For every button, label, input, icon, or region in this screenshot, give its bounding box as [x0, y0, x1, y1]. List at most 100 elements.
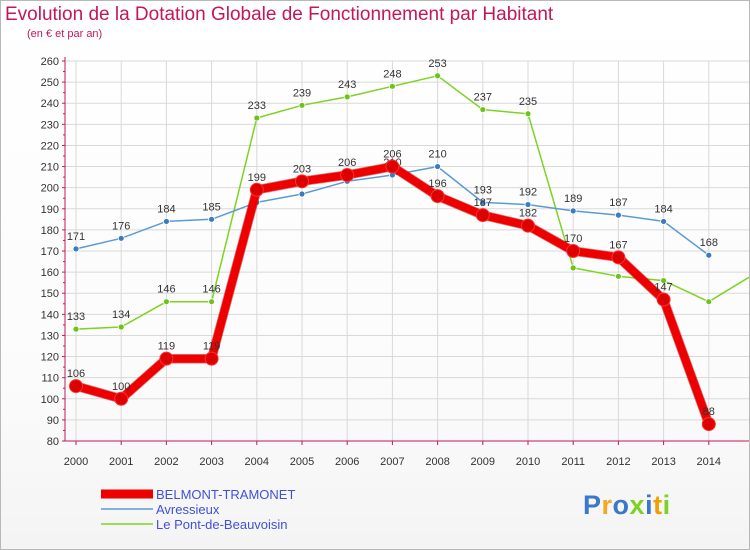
data-point: [705, 251, 713, 259]
y-tick-label: 250: [41, 77, 59, 89]
data-label: 106: [67, 368, 85, 380]
data-point: [385, 159, 400, 174]
x-tick-label: 2007: [380, 456, 404, 468]
x-tick-label: 2003: [199, 456, 223, 468]
data-label: 184: [654, 203, 672, 215]
data-label: 119: [203, 341, 221, 353]
data-label: 192: [519, 187, 537, 199]
y-tick-label: 160: [41, 267, 59, 279]
data-label: 134: [112, 309, 130, 321]
proxiti-logo: Proxiti: [583, 490, 671, 521]
data-point: [660, 277, 667, 284]
y-tick-label: 220: [41, 140, 59, 152]
y-tick-label: 150: [41, 288, 59, 300]
data-label: 187: [609, 197, 627, 209]
data-label: 210: [428, 149, 446, 161]
data-label: 187: [474, 197, 492, 209]
logo-letter: P: [583, 490, 602, 520]
data-point: [204, 351, 219, 366]
x-tick-label: 2005: [290, 456, 314, 468]
data-point: [475, 208, 490, 223]
data-point: [524, 110, 532, 118]
logo-letter: x: [629, 490, 646, 520]
data-label: 170: [564, 233, 582, 245]
data-label: 203: [293, 163, 311, 175]
x-tick-label: 2000: [64, 456, 88, 468]
data-label: 248: [383, 68, 401, 80]
data-label: 133: [67, 311, 85, 323]
data-point: [72, 325, 80, 333]
data-label: 146: [157, 284, 175, 296]
data-label: 168: [700, 237, 718, 249]
data-label: 176: [112, 220, 130, 232]
data-label: 237: [474, 92, 492, 104]
data-point: [253, 114, 261, 122]
y-tick-label: 120: [41, 352, 59, 364]
y-tick-label: 100: [41, 394, 59, 406]
data-point: [615, 211, 622, 219]
data-label: 196: [428, 178, 446, 190]
data-point: [701, 417, 716, 432]
logo-letter: r: [601, 490, 613, 520]
y-tick-label: 110: [41, 373, 59, 385]
data-label: 184: [157, 203, 175, 215]
data-point: [208, 298, 216, 306]
logo-letter: o: [612, 490, 630, 520]
data-label: 185: [202, 201, 220, 213]
y-tick-label: 90: [47, 415, 59, 427]
data-point: [656, 292, 671, 307]
y-tick-label: 140: [41, 309, 59, 321]
y-tick-label: 170: [41, 246, 59, 258]
data-point: [162, 298, 170, 306]
y-tick-label: 240: [41, 98, 59, 110]
x-tick-label: 2006: [335, 456, 359, 468]
x-tick-label: 2011: [561, 456, 585, 468]
data-label: 171: [67, 231, 85, 243]
y-tick-label: 260: [41, 56, 59, 68]
data-point: [566, 244, 581, 258]
y-tick-label: 130: [41, 330, 59, 342]
data-label: 243: [338, 79, 356, 91]
data-point: [298, 190, 306, 198]
data-point: [162, 218, 170, 225]
data-point: [343, 93, 351, 101]
x-tick-label: 2002: [154, 456, 178, 468]
y-tick-label: 200: [41, 183, 59, 195]
data-label: 235: [519, 96, 537, 108]
data-label: 100: [112, 381, 130, 393]
data-label: 147: [654, 282, 672, 294]
data-label: 239: [293, 87, 311, 99]
data-point: [430, 189, 445, 204]
x-tick-label: 2014: [697, 456, 721, 468]
data-point: [388, 82, 396, 90]
y-tick-label: 80: [47, 436, 59, 448]
data-label: 199: [248, 172, 266, 184]
data-point: [298, 101, 306, 109]
data-point: [479, 199, 487, 206]
chart-subtitle: (en € et par an): [27, 28, 103, 40]
data-label: 253: [428, 58, 446, 70]
data-point: [521, 218, 535, 233]
legend-label: Le Pont-de-Beauvoisin: [156, 517, 288, 532]
data-point: [705, 298, 713, 306]
data-label: 146: [202, 284, 220, 296]
data-label: 233: [248, 100, 266, 112]
data-point: [479, 106, 487, 113]
y-tick-label: 190: [41, 204, 59, 216]
data-point: [569, 207, 577, 215]
data-point: [340, 168, 355, 182]
x-tick-label: 2009: [471, 456, 495, 468]
data-point: [114, 391, 129, 406]
data-point: [615, 272, 622, 280]
data-point: [295, 174, 309, 189]
data-point: [208, 215, 216, 223]
data-point: [69, 379, 83, 394]
logo-letter: i: [645, 490, 654, 520]
data-label: 119: [158, 341, 176, 353]
data-point: [434, 163, 442, 170]
data-label: 167: [609, 239, 627, 251]
data-label: 193: [474, 184, 492, 196]
x-tick-label: 2010: [516, 456, 540, 468]
data-point: [249, 182, 264, 197]
